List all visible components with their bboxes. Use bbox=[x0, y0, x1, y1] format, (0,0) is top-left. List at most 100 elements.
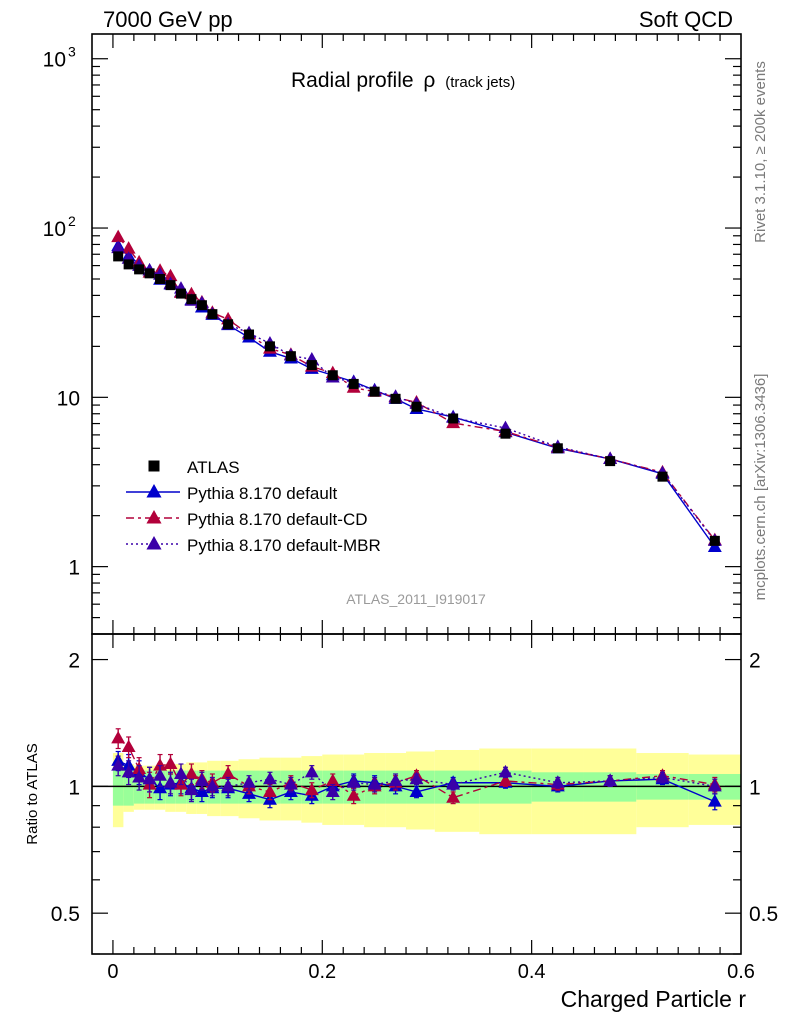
ratio-point-2 bbox=[283, 777, 298, 790]
ratio-point-2 bbox=[346, 775, 361, 788]
data-point bbox=[306, 360, 317, 371]
ratio-point-1 bbox=[346, 788, 361, 801]
chart-title-sub: (track jets) bbox=[445, 74, 515, 91]
ratio-point-2 bbox=[707, 778, 722, 792]
data-point bbox=[709, 535, 720, 546]
ratio-y-tick-label: 0.5 bbox=[51, 903, 80, 926]
ratio-point-2 bbox=[221, 778, 236, 792]
header-right: Soft QCD bbox=[638, 7, 733, 32]
data-point bbox=[155, 273, 166, 284]
ratio-line-2 bbox=[117, 765, 715, 793]
x-tick-label: 0 bbox=[107, 961, 118, 983]
ratio-point-1 bbox=[184, 766, 199, 780]
ratio-point-2 bbox=[121, 764, 136, 778]
data-point bbox=[165, 280, 176, 291]
ratio-plot-frame bbox=[91, 633, 742, 955]
ratio-point-2 bbox=[388, 773, 403, 787]
data-point bbox=[448, 413, 459, 424]
data-point bbox=[207, 309, 218, 320]
ratio-point-2 bbox=[132, 770, 147, 783]
legend: ATLAS Pythia 8.170 default Pythia 8.170 de… bbox=[126, 458, 381, 555]
data-point bbox=[605, 456, 616, 467]
ratio-point-2 bbox=[184, 782, 199, 796]
ratio-point-1 bbox=[325, 773, 340, 787]
legend-marker-2 bbox=[146, 535, 162, 550]
y-tick-label: 10 bbox=[43, 49, 66, 72]
axis-ticks bbox=[92, 34, 741, 955]
ratio-point-1 bbox=[446, 790, 461, 803]
ratio-point-0 bbox=[409, 784, 424, 797]
ratio-point-2 bbox=[367, 777, 382, 790]
ratio-point-0 bbox=[194, 784, 209, 797]
data-point bbox=[113, 251, 124, 262]
data-point bbox=[264, 341, 275, 352]
data-point bbox=[411, 401, 422, 412]
ratio-point-0 bbox=[153, 780, 168, 794]
ratio-point-2 bbox=[446, 777, 461, 790]
x-axis-label: Charged Particle r bbox=[561, 986, 747, 1012]
y-tick-label-base: 10 bbox=[43, 218, 66, 241]
ratio-point-2 bbox=[498, 764, 513, 778]
ratio-point-2 bbox=[163, 775, 178, 788]
data-point bbox=[175, 288, 186, 299]
data-point bbox=[348, 378, 359, 389]
data-point bbox=[134, 264, 145, 275]
ratio-point-1 bbox=[498, 773, 513, 787]
ratio-point-1 bbox=[153, 758, 168, 771]
ratio-point-1 bbox=[121, 739, 136, 753]
legend-marker-1 bbox=[146, 509, 162, 524]
x-tick-label: 0.2 bbox=[308, 961, 336, 983]
ratio-point-2 bbox=[655, 770, 670, 783]
ratio-panel-series bbox=[111, 728, 722, 811]
data-point bbox=[123, 259, 134, 270]
legend-marker-0 bbox=[146, 483, 162, 498]
ratio-point-0 bbox=[707, 794, 722, 807]
y-tick-label-exponent: 3 bbox=[68, 44, 76, 60]
ratio-point-2 bbox=[304, 764, 319, 778]
series-point-2 bbox=[111, 240, 126, 254]
band-stat bbox=[123, 768, 134, 806]
ratio-point-2 bbox=[174, 766, 188, 780]
data-point bbox=[657, 471, 668, 482]
legend-marker-data bbox=[148, 460, 160, 472]
chart-title-symbol: ρ bbox=[423, 69, 435, 92]
ratio-point-2 bbox=[603, 773, 618, 787]
mcplots-label: mcplots.cern.ch [arXiv:1306.3436] bbox=[752, 374, 769, 601]
data-point bbox=[500, 428, 511, 439]
series-point-1 bbox=[111, 229, 126, 243]
ratio-point-2 bbox=[242, 775, 256, 788]
x-tick-label: 0.4 bbox=[518, 961, 546, 983]
ratio-y-tick-label: 2 bbox=[68, 650, 80, 673]
ratio-y-tick-label-right: 1 bbox=[749, 776, 761, 799]
x-tick-label: 0.6 bbox=[727, 961, 755, 983]
ratio-point-1 bbox=[111, 730, 126, 744]
ratio-point-2 bbox=[153, 768, 168, 781]
y-tick-label: 10 bbox=[57, 387, 80, 410]
ratio-y-tick-label-right: 0.5 bbox=[749, 903, 778, 926]
data-point bbox=[186, 294, 197, 305]
legend-label-data: ATLAS bbox=[187, 458, 240, 477]
data-point bbox=[144, 268, 155, 279]
data-point bbox=[196, 300, 207, 311]
legend-label-2: Pythia 8.170 default-MBR bbox=[187, 536, 381, 555]
legend-label-1: Pythia 8.170 default-CD bbox=[187, 510, 368, 529]
data-point bbox=[552, 443, 563, 454]
ratio-point-1 bbox=[262, 784, 277, 797]
ratio-point-2 bbox=[262, 771, 277, 785]
ratio-point-1 bbox=[163, 756, 178, 770]
ratio-point-2 bbox=[409, 771, 424, 785]
chart-title: Radial profile ρ (track jets) bbox=[291, 69, 515, 92]
header-left: 7000 GeV pp bbox=[103, 7, 233, 32]
ratio-point-1 bbox=[304, 782, 319, 796]
ratio-point-2 bbox=[194, 773, 209, 787]
data-point bbox=[223, 319, 234, 330]
ratio-point-2 bbox=[325, 784, 340, 797]
data-point bbox=[369, 386, 380, 397]
ratio-point-2 bbox=[142, 771, 157, 785]
y-tick-label: 10 bbox=[43, 218, 66, 241]
ratio-point-2 bbox=[111, 758, 126, 771]
data-point bbox=[244, 329, 255, 340]
ratio-y-tick-label: 1 bbox=[68, 776, 80, 799]
